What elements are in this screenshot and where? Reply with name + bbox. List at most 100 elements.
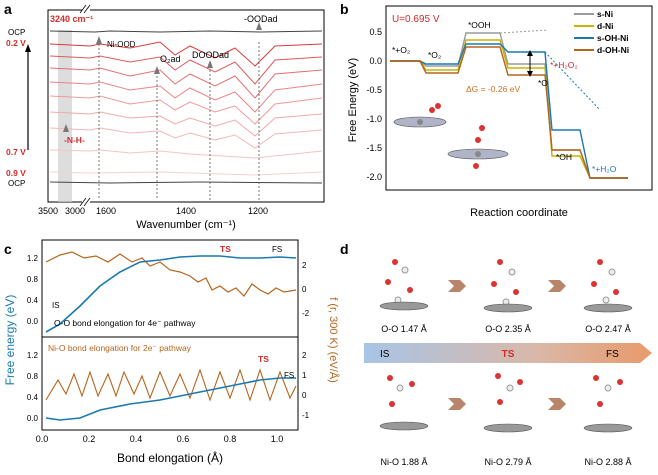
ytick-right-top-1: 0 <box>302 285 307 294</box>
spectrum-2 <box>49 55 323 85</box>
path-s-oh-ni <box>390 43 628 179</box>
potential-label: U=0.695 V <box>392 14 440 25</box>
panel-d-label: d <box>340 241 349 257</box>
arrow-oodad <box>256 22 262 30</box>
dash-h2o2 <box>499 29 549 34</box>
peak-niood: Ni-OOD <box>107 40 136 49</box>
chevron-icon-2 <box>548 280 566 292</box>
ytick-0-5: 0.5 <box>369 27 382 37</box>
break-mark-1 <box>79 4 87 14</box>
chevron-icon-1 <box>448 280 466 292</box>
species-h2o: *+H₂O <box>592 164 617 174</box>
reaction-arrow <box>364 343 652 363</box>
species-o: *O <box>538 78 548 88</box>
panel-c-ylabel-left: Free energy (eV) <box>3 295 17 386</box>
break-mark-2 <box>83 4 91 14</box>
xtick-1200: 1200 <box>248 206 268 216</box>
legend-label-2: s-OH-Ni <box>597 33 629 43</box>
highlight-band <box>58 30 72 202</box>
xtick-1600: 1600 <box>96 206 116 216</box>
spectrum-3 <box>49 67 323 99</box>
distance-top-fs: O-O 2.47 Å <box>585 324 631 334</box>
species-oh: *OH <box>556 152 572 162</box>
panel-a-label: a <box>4 1 12 17</box>
peak-nh: -N-H- <box>64 135 85 145</box>
distance-bottom-fs: Ni-O 2.88 Å <box>584 457 631 467</box>
peak-doodad: DOODad <box>192 50 229 60</box>
structure-bottom-is <box>379 375 429 431</box>
wavenumber-marker: 3240 cm⁻¹ <box>50 14 93 24</box>
ytick-m1-0: -1.0 <box>366 114 382 124</box>
ytick-right-bottom-3: -1 <box>302 411 310 420</box>
panel-a-xlabel: Wavenumber (cm⁻¹) <box>136 219 236 231</box>
structure-bottom-fs <box>583 375 633 433</box>
panel-b-ylabel: Free Energy (eV) <box>347 58 359 142</box>
label-ts-bottom: TS <box>258 354 269 364</box>
ytick-left-top-3: 0.0 <box>27 317 39 326</box>
break-mark-4 <box>83 197 91 207</box>
molecule-structure-1 <box>393 103 447 128</box>
peak-oodad: -OODad <box>244 14 278 24</box>
distance-top-ts: O-O 2.35 Å <box>485 324 531 334</box>
arrow-label-ts: TS <box>502 349 515 360</box>
panel-c-label: c <box>4 241 12 257</box>
structure-top-is <box>379 259 429 311</box>
spectrum-7 <box>49 127 323 149</box>
distance-top-is: O-O 1.47 Å <box>381 324 427 334</box>
label-fs-bottom: FS <box>284 371 294 380</box>
xtick-1400: 1400 <box>176 206 196 216</box>
xtick-4: 0.8 <box>224 434 237 444</box>
ytick-left-bottom-1: 0.8 <box>27 372 39 381</box>
potential-arrowhead <box>25 44 31 52</box>
delta-g-label: ΔG = -0.26 eV <box>466 84 520 94</box>
ytick-left-top-2: 0.4 <box>27 296 39 305</box>
arrow-nh <box>63 124 69 132</box>
xtick-1: 0.2 <box>83 434 96 444</box>
chevron-icon-4 <box>548 398 566 410</box>
label-is: IS <box>52 301 60 310</box>
force-curve-top <box>45 251 297 297</box>
ytick-0-0: 0.0 <box>369 56 382 66</box>
peak-o2ad: O₂ad <box>160 54 181 64</box>
spectrum-1 <box>49 41 323 67</box>
arrow-label-is: IS <box>380 349 390 360</box>
molecule-structure-2 <box>447 125 509 169</box>
structure-bottom-ts <box>483 373 533 433</box>
panel-a-frame <box>47 9 325 203</box>
species-h2o2: *+H₂O₂ <box>550 60 578 70</box>
spectrum-4 <box>49 81 323 113</box>
legend-label-1: d-Ni <box>597 21 614 31</box>
ytick-left-bottom-0: 1.2 <box>27 351 39 360</box>
legend-label-0: s-Ni <box>597 9 613 19</box>
ytick-right-top-2: -2 <box>302 309 310 318</box>
ytick-m2-0: -2.0 <box>366 172 382 182</box>
delta-g-arrow-down <box>527 71 533 77</box>
xtick-3500: 3500 <box>38 206 58 216</box>
energy-curve-top <box>45 255 297 333</box>
panel-b-xlabel: Reaction coordinate <box>470 207 568 219</box>
path-s-ni <box>390 32 628 179</box>
distance-bottom-is: Ni-O 1.88 Å <box>380 457 427 467</box>
ytick-m1-5: -1.5 <box>366 143 382 153</box>
delta-g-arrow-up <box>527 50 533 56</box>
axis-break-bottom <box>82 196 90 206</box>
panel-c-frame <box>41 239 299 431</box>
panel-d: d O-O 1.47 Å O-O 2.35 Å O-O 2.47 Å IS TS… <box>340 241 652 467</box>
structure-top-fs <box>583 259 633 313</box>
ytick-right-top-0: 2 <box>302 261 307 270</box>
break-mark-3 <box>79 197 87 207</box>
panel-b-frame <box>385 5 653 191</box>
panel-a: a 3240 cm⁻¹ OCP 0.2 V 0.7 V 0.9 V OCP Ni… <box>4 1 325 231</box>
ytick-right-bottom-2: 0 <box>302 391 307 400</box>
arrow-niood <box>96 36 102 44</box>
spectrum-5 <box>49 95 323 125</box>
xtick-0: 0.0 <box>36 434 49 444</box>
structure-top-ts <box>483 259 533 313</box>
species-o2: *+O₂ <box>392 45 410 55</box>
ytick-m0-5: -0.5 <box>366 85 382 95</box>
xtick-3000: 3000 <box>65 206 85 216</box>
spectrum-8 <box>49 149 323 159</box>
caption-top: O-O bond elongation for 4e⁻ pathway <box>54 318 196 328</box>
spectrum-ocp-top <box>49 30 323 33</box>
